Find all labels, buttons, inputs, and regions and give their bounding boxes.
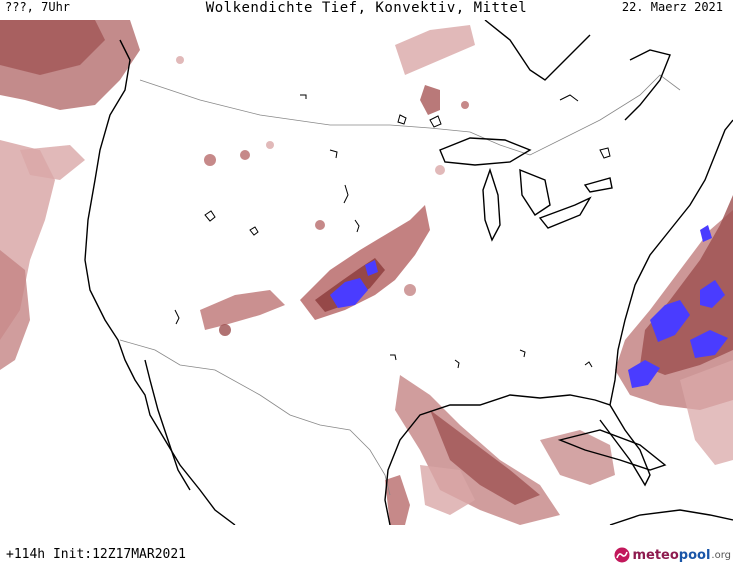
great-lakes-ontario xyxy=(583,177,613,193)
cloud-area-atlantic-se xyxy=(680,360,733,465)
cloud-area-pacific-west3 xyxy=(20,145,85,180)
convective-cell-east2 xyxy=(700,280,725,308)
caribbean-south-coast xyxy=(609,509,733,526)
logo-text-org: .org xyxy=(711,549,731,561)
great-lakes-michigan xyxy=(482,167,501,242)
coastlines xyxy=(84,19,733,526)
cloud-patch xyxy=(461,101,469,109)
init-label: +114h Init:12Z17MAR2021 xyxy=(6,547,187,562)
cloud-density-map xyxy=(0,19,733,526)
cuba-coastline xyxy=(557,429,667,471)
forecast-time-label: ???, 7Uhr xyxy=(5,0,71,14)
cloud-patch xyxy=(204,154,216,166)
cloud-patch xyxy=(240,150,250,160)
convective-cell-plains xyxy=(330,278,368,308)
footer: +114h Init:12Z17MAR2021 meteo pool .org xyxy=(0,535,733,566)
cloud-area-gulf-dark xyxy=(430,410,540,505)
labrador-coast xyxy=(624,49,671,121)
hudson-bay-coast xyxy=(484,19,591,81)
cloud-area-mexico-south xyxy=(420,465,475,515)
gulf-coastline xyxy=(384,394,651,526)
convective-cell-east1 xyxy=(650,300,690,342)
cloud-area-northwest-core xyxy=(0,20,105,75)
logo-text-pool: pool xyxy=(678,547,711,563)
convective-cells xyxy=(330,225,728,388)
convective-cell-east5 xyxy=(700,225,712,242)
border-lines xyxy=(119,74,681,496)
cloud-area-pacific-west2 xyxy=(0,250,30,370)
great-lakes-huron xyxy=(519,168,551,216)
pacific-coastline xyxy=(84,39,236,526)
atlantic-coastline xyxy=(609,119,733,406)
us-canada-border xyxy=(139,74,681,156)
baja-coastline xyxy=(144,359,191,491)
cloud-area-canada xyxy=(395,25,475,75)
inland-lakes xyxy=(174,94,611,369)
chart-title: Wolkendichte Tief, Konvektiv, Mittel xyxy=(205,0,528,16)
cloud-patch xyxy=(266,141,274,149)
map-canvas xyxy=(0,19,733,526)
cloud-area-texas-south xyxy=(385,475,410,525)
cloud-patch xyxy=(435,165,445,175)
great-lakes-superior xyxy=(439,137,532,166)
cloud-area-canada2 xyxy=(420,85,440,115)
meteopool-logo: meteo pool .org xyxy=(614,545,731,565)
cloud-patch xyxy=(404,284,416,296)
convective-cell-east4 xyxy=(628,360,660,388)
meteopool-logo-icon xyxy=(614,547,630,563)
us-mexico-border xyxy=(119,339,391,496)
convective-cell-east3 xyxy=(690,330,728,358)
header: ???, 7Uhr Wolkendichte Tief, Konvektiv, … xyxy=(0,0,733,20)
cloud-area-southern-plains xyxy=(200,290,285,330)
convective-cell-plains2 xyxy=(365,260,378,276)
cloud-fields xyxy=(0,20,733,525)
great-lakes-erie xyxy=(538,196,592,229)
forecast-date: 22. Maerz 2021 xyxy=(621,0,723,14)
cloud-area-caribbean xyxy=(540,430,615,485)
cloud-patch xyxy=(176,56,184,64)
logo-text-meteo: meteo xyxy=(632,547,679,563)
cloud-patch xyxy=(219,324,231,336)
cloud-patch xyxy=(315,220,325,230)
